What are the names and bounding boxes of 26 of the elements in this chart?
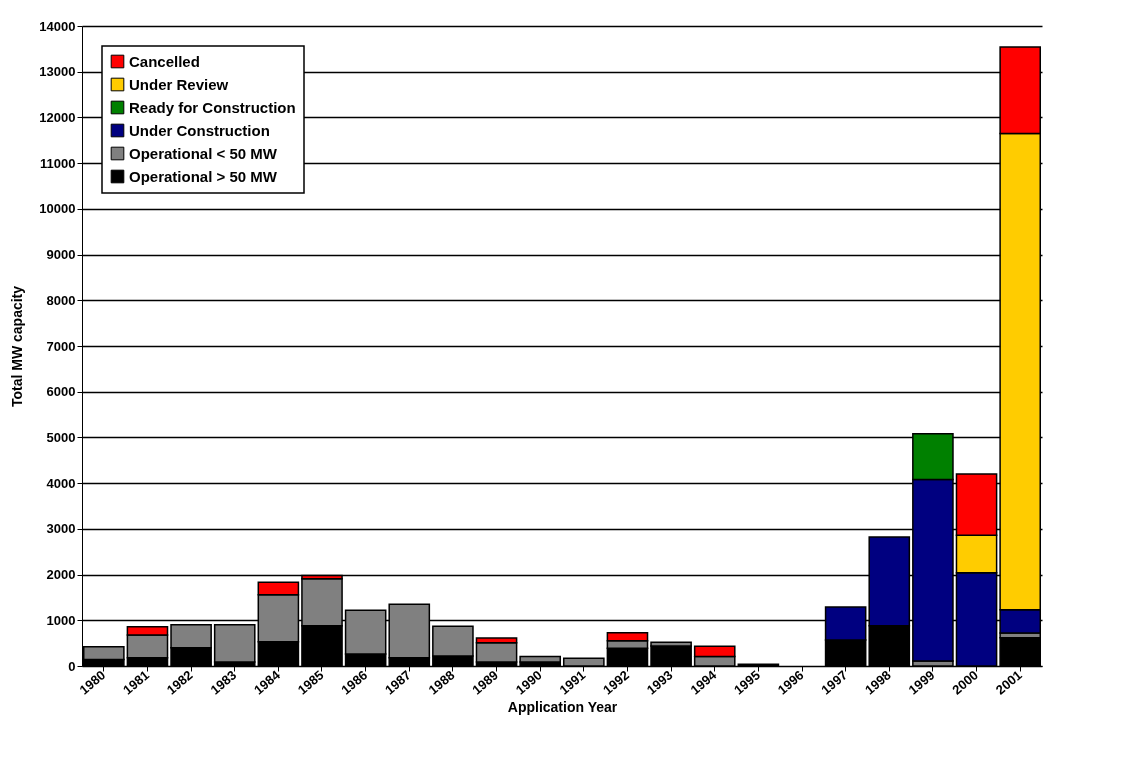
y-tick-label: 5000: [46, 429, 76, 445]
y-tick-label: 1000: [46, 612, 76, 628]
legend-label: Under Review: [129, 75, 229, 93]
legend-label: Operational > 50 MW: [129, 167, 278, 185]
x-axis-title: Application Year: [507, 699, 618, 716]
y-tick-label: 14000: [39, 18, 76, 34]
y-tick-label: 9000: [46, 247, 76, 263]
y-tick-label: 8000: [46, 292, 76, 308]
legend-label: Ready for Construction: [129, 98, 296, 116]
y-tick-label: 12000: [39, 109, 76, 125]
bar: [475, 641, 518, 663]
y-tick-label: 7000: [46, 338, 76, 354]
y-tick-label: 2000: [46, 567, 76, 583]
bar: [519, 655, 561, 663]
legend-label: Cancelled: [129, 52, 200, 70]
legend-label: Under Construction: [129, 121, 270, 139]
y-tick-label: 13000: [39, 64, 76, 80]
legend-label: Operational < 50 MW: [129, 144, 278, 162]
y-tick-label: 10000: [39, 201, 76, 217]
y-axis-title: Total MW capacity: [9, 285, 26, 408]
y-tick-label: 3000: [46, 521, 76, 537]
y-tick-label: 4000: [46, 475, 76, 491]
bar: [213, 624, 256, 663]
y-tick-label: 0: [68, 658, 76, 674]
y-tick-label: 11000: [40, 155, 76, 171]
y-tick-label: 6000: [46, 384, 76, 400]
